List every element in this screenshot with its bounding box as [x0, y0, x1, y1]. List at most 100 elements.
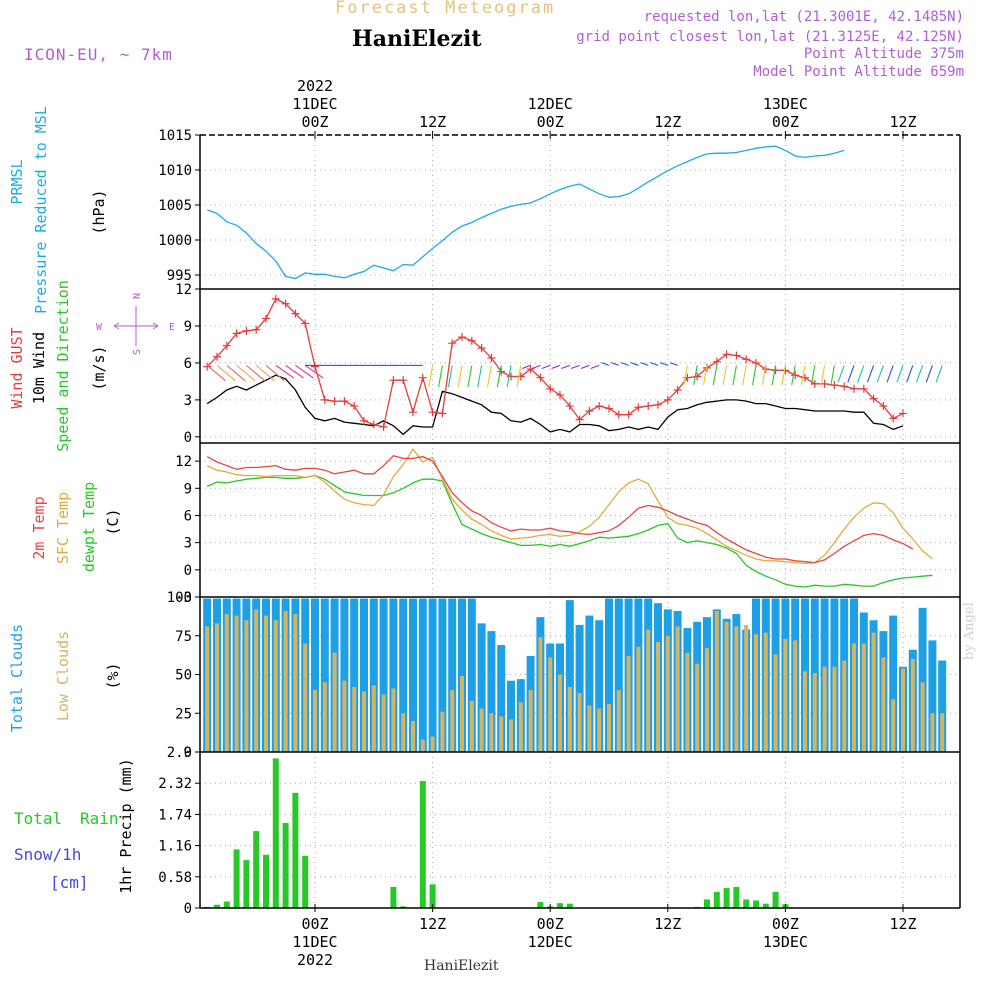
wind-arrow — [206, 364, 226, 382]
gust-marker — [311, 362, 319, 371]
precip-bar — [762, 903, 769, 908]
wind-unit-label: (m/s) — [90, 345, 108, 390]
wind-arrow — [830, 365, 835, 386]
compass-n: N — [132, 293, 143, 299]
wind-arrow — [275, 364, 295, 379]
precip-snow-unit: [cm] — [50, 873, 89, 892]
low-cloud-bar — [567, 686, 572, 752]
wind-arrow — [781, 365, 786, 386]
wind-arrow — [541, 364, 551, 369]
total-cloud-bar — [360, 598, 368, 752]
total-cloud-bar — [497, 645, 506, 752]
low-cloud-bar — [744, 624, 749, 752]
low-cloud-bar — [362, 691, 366, 752]
y-tick-label: 1.74 — [158, 807, 192, 823]
gust-marker — [595, 402, 604, 411]
total-cloud-bar — [585, 615, 594, 752]
gust-marker — [820, 379, 829, 388]
wind-arrow — [732, 365, 737, 386]
wind-arrow — [611, 362, 619, 366]
pressure-line — [206, 145, 845, 280]
low-cloud-bar — [891, 699, 896, 752]
y-tick-label: 12 — [175, 454, 192, 470]
y-tick-label: 6 — [184, 356, 192, 372]
gust-marker — [722, 350, 731, 359]
total-cloud-bar — [467, 598, 476, 752]
gust-marker — [350, 402, 359, 411]
low-cloud-bar — [577, 693, 582, 752]
total-cloud-bar — [448, 598, 457, 752]
precip-total-label: Total — [14, 809, 62, 828]
gust-marker — [516, 372, 525, 381]
gust-marker — [379, 422, 388, 431]
low-cloud-bar — [381, 694, 386, 752]
y-tick-label: 2.32 — [158, 776, 192, 792]
low-cloud-bar — [283, 610, 288, 752]
time-label-bottom: 12Z — [654, 915, 681, 933]
low-cloud-bar — [675, 626, 680, 752]
wind-arrow — [457, 365, 463, 388]
gust-marker — [409, 408, 417, 417]
precip-bar — [713, 891, 720, 908]
low-cloud-bar — [812, 672, 817, 752]
clouds-unit-label: (%) — [104, 662, 122, 689]
low-cloud-bar — [205, 626, 210, 752]
gust-marker — [418, 373, 427, 382]
gust-marker — [850, 384, 858, 393]
gust-marker — [830, 381, 839, 390]
gust-marker — [742, 355, 751, 364]
time-label-top: 2022 — [297, 77, 333, 95]
wind-arrow — [791, 365, 796, 386]
wind-speed-line — [206, 374, 904, 436]
low-cloud-bar — [940, 713, 945, 752]
low-cloud-bar — [509, 719, 513, 752]
wind-arrow — [935, 365, 943, 383]
precip-bar — [214, 904, 220, 908]
gust-marker — [340, 397, 349, 406]
low-cloud-bar — [871, 632, 876, 752]
gust-marker — [605, 404, 613, 413]
precip-bar — [272, 758, 279, 908]
total-cloud-bar — [614, 598, 623, 752]
low-cloud-bar — [763, 632, 768, 752]
low-cloud-bar — [538, 637, 543, 752]
model-label: ICON-EU, ~ 7km — [24, 45, 173, 64]
precip-bar — [223, 901, 230, 908]
total-cloud-bar — [605, 598, 613, 752]
y-tick-label: 0 — [184, 430, 192, 446]
gust-marker — [360, 416, 368, 425]
compass-w: W — [96, 322, 103, 333]
low-cloud-bar — [352, 686, 357, 752]
gust-marker — [654, 400, 662, 409]
low-cloud-bar — [293, 614, 298, 752]
compass-e: E — [169, 322, 175, 333]
time-label-bottom: 2022 — [297, 951, 333, 969]
gust-marker — [624, 410, 633, 419]
time-label-bottom: 00Z — [537, 915, 564, 933]
precip-bar — [753, 900, 759, 908]
low-cloud-bar — [518, 702, 523, 752]
precip-rain-label: Rain — [80, 809, 119, 828]
total-cloud-bar — [428, 598, 437, 752]
low-cloud-bar — [685, 652, 690, 752]
low-cloud-bar — [773, 654, 778, 752]
gust-marker — [242, 326, 251, 335]
wind-arrow — [771, 365, 777, 386]
gust-marker — [213, 352, 221, 361]
time-label-top: 12DEC — [528, 95, 573, 113]
gust-marker — [889, 414, 898, 423]
gust-marker — [320, 395, 329, 404]
gust-marker — [526, 365, 535, 374]
gust-marker — [497, 367, 506, 376]
gust-marker — [546, 384, 555, 393]
y-tick-label: 3 — [184, 393, 192, 409]
y-tick-label: -3 — [175, 590, 192, 606]
time-label-bottom: 12Z — [419, 915, 446, 933]
low-cloud-bar — [332, 652, 337, 752]
gust-marker — [673, 386, 682, 395]
wind-arrow — [630, 362, 639, 366]
y-tick-label: 50 — [175, 668, 192, 684]
wind-arrow — [246, 364, 266, 382]
gust-marker — [575, 415, 584, 424]
gust-marker — [791, 371, 800, 380]
